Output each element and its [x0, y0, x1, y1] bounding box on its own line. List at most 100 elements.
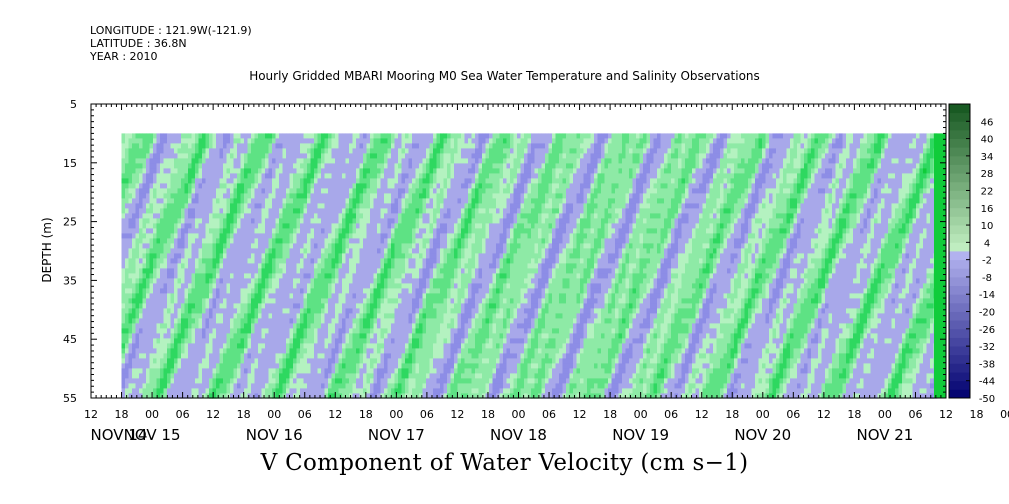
heatmap-cell — [373, 193, 378, 199]
heatmap-cell — [296, 133, 301, 139]
heatmap-cell — [184, 318, 189, 324]
heatmap-cell — [324, 303, 329, 309]
heatmap-cell — [436, 173, 441, 179]
heatmap-cell — [422, 393, 427, 399]
heatmap-cell — [300, 313, 304, 319]
heatmap-cell — [293, 313, 297, 319]
heatmap-cell — [433, 348, 437, 354]
heatmap-cell — [331, 328, 336, 334]
heatmap-cell — [191, 263, 196, 269]
heatmap-cell — [380, 378, 385, 384]
heatmap-cell — [356, 178, 360, 184]
heatmap-cell — [408, 228, 413, 234]
heatmap-cell — [328, 318, 332, 324]
heatmap-cell — [373, 143, 378, 149]
heatmap-cell — [195, 218, 199, 224]
heatmap-cell — [174, 308, 178, 314]
heatmap-cell — [184, 138, 189, 144]
heatmap-cell — [387, 228, 392, 234]
heatmap-cell — [247, 253, 252, 259]
heatmap-cell — [408, 358, 413, 364]
heatmap-cell — [331, 148, 336, 154]
heatmap-cell — [195, 143, 199, 149]
heatmap-cell — [279, 193, 283, 199]
heatmap-cell — [370, 388, 374, 394]
heatmap-cell — [443, 348, 448, 354]
heatmap-cell — [279, 203, 283, 209]
heatmap-cell — [258, 353, 262, 359]
heatmap-cell — [268, 328, 273, 334]
heatmap-cell — [422, 138, 427, 144]
heatmap-cell — [286, 198, 290, 204]
heatmap-cell — [307, 338, 311, 344]
heatmap-cell — [328, 243, 332, 249]
heatmap-cell — [338, 293, 343, 299]
heatmap-cell — [142, 193, 147, 199]
heatmap-cell — [328, 238, 332, 244]
heatmap-cell — [135, 383, 140, 389]
heatmap-cell — [366, 308, 371, 314]
heatmap-cell — [258, 313, 262, 319]
heatmap-cell — [408, 233, 413, 239]
heatmap-cell — [202, 183, 206, 189]
heatmap-cell — [163, 143, 168, 149]
heatmap-cell — [426, 168, 430, 174]
heatmap-cell — [247, 258, 252, 264]
heatmap-cell — [342, 288, 346, 294]
heatmap-cell — [419, 193, 423, 199]
heatmap-cell — [338, 248, 343, 254]
heatmap-cell — [426, 193, 430, 199]
heatmap-cell — [202, 298, 206, 304]
heatmap-cell — [121, 273, 126, 279]
heatmap-cell — [247, 278, 252, 284]
heatmap-cell — [384, 163, 388, 169]
heatmap-cell — [230, 393, 234, 399]
heatmap-cell — [401, 258, 406, 264]
heatmap-cell — [447, 273, 451, 279]
heatmap-cell — [300, 333, 304, 339]
heatmap-cell — [394, 133, 399, 139]
heatmap-cell — [219, 133, 224, 139]
heatmap-cell — [251, 273, 255, 279]
heatmap-cell — [205, 223, 210, 229]
heatmap-cell — [342, 353, 346, 359]
heatmap-cell — [139, 338, 143, 344]
heatmap-cell — [443, 173, 448, 179]
heatmap-cell — [153, 208, 157, 214]
heatmap-cell — [391, 318, 395, 324]
heatmap-cell — [342, 223, 346, 229]
heatmap-cell — [345, 133, 350, 139]
heatmap-cell — [191, 338, 196, 344]
heatmap-cell — [254, 393, 259, 399]
heatmap-cell — [237, 353, 241, 359]
heatmap-cell — [293, 163, 297, 169]
heatmap-cell — [300, 353, 304, 359]
heatmap-cell — [377, 308, 381, 314]
heatmap-cell — [216, 283, 220, 289]
heatmap-cell — [440, 308, 444, 314]
heatmap-cell — [422, 293, 427, 299]
heatmap-cell — [321, 378, 325, 384]
heatmap-cell — [188, 383, 192, 389]
heatmap-cell — [282, 148, 287, 154]
heatmap-cell — [394, 308, 399, 314]
heatmap-cell — [429, 323, 434, 329]
heatmap-cell — [331, 303, 336, 309]
heatmap-cell — [363, 258, 367, 264]
heatmap-cell — [342, 183, 346, 189]
heatmap-cell — [293, 273, 297, 279]
heatmap-cell — [170, 208, 175, 214]
heatmap-cell — [300, 303, 304, 309]
heatmap-cell — [377, 173, 381, 179]
heatmap-cell — [282, 318, 287, 324]
heatmap-cell — [205, 368, 210, 374]
heatmap-cell — [419, 308, 423, 314]
heatmap-cell — [149, 138, 154, 144]
heatmap-cell — [275, 198, 280, 204]
heatmap-cell — [139, 148, 143, 154]
heatmap-cell — [226, 148, 231, 154]
heatmap-cell — [426, 153, 430, 159]
heatmap-cell — [398, 143, 402, 149]
heatmap-cell — [447, 163, 451, 169]
heatmap-cell — [415, 303, 420, 309]
